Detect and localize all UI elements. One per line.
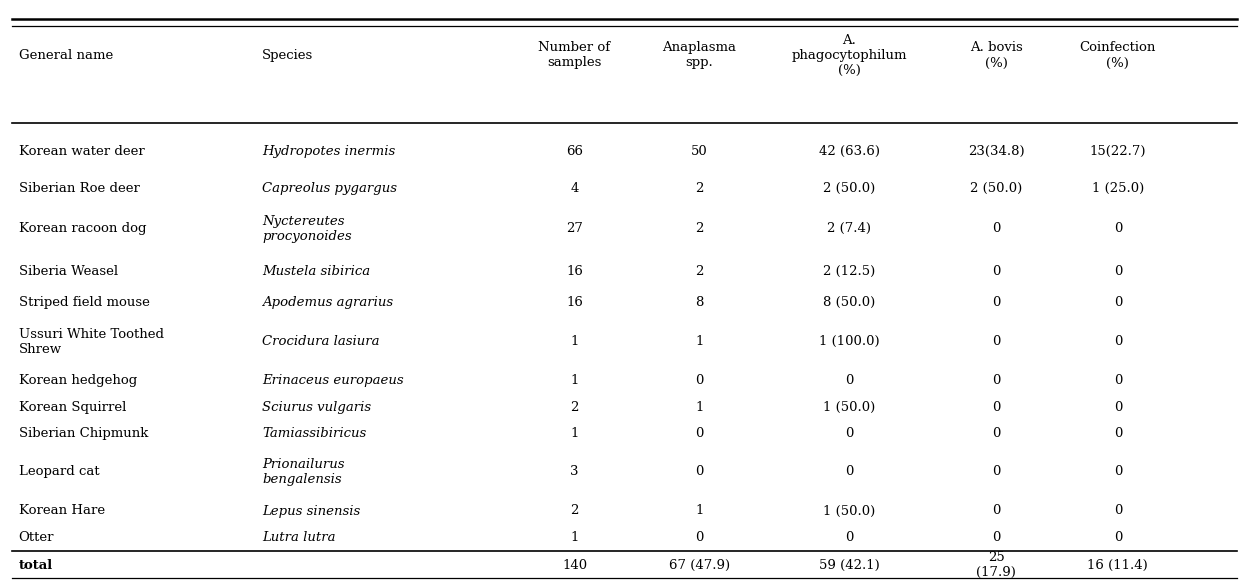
Text: 50: 50 — [691, 145, 708, 158]
Text: 0: 0 — [1114, 427, 1122, 440]
Text: 2 (7.4): 2 (7.4) — [827, 223, 872, 235]
Text: 16: 16 — [566, 296, 583, 309]
Text: 0: 0 — [992, 374, 1000, 387]
Text: Siberia Weasel: Siberia Weasel — [19, 265, 117, 278]
Text: Tamiassibiricus: Tamiassibiricus — [262, 427, 366, 440]
Text: 1 (50.0): 1 (50.0) — [823, 505, 876, 517]
Text: Prionailurus
bengalensis: Prionailurus bengalensis — [262, 458, 345, 486]
Text: Korean racoon dog: Korean racoon dog — [19, 223, 146, 235]
Text: 2: 2 — [696, 182, 703, 194]
Text: 2: 2 — [696, 223, 703, 235]
Text: A. bovis
(%): A. bovis (%) — [969, 41, 1023, 69]
Text: Lutra lutra: Lutra lutra — [262, 531, 336, 544]
Text: General name: General name — [19, 49, 112, 62]
Text: 0: 0 — [846, 531, 853, 544]
Text: 1 (25.0): 1 (25.0) — [1092, 182, 1144, 194]
Text: 0: 0 — [846, 465, 853, 478]
Text: 59 (42.1): 59 (42.1) — [819, 559, 879, 572]
Text: Korean Squirrel: Korean Squirrel — [19, 401, 126, 414]
Text: 0: 0 — [992, 296, 1000, 309]
Text: Striped field mouse: Striped field mouse — [19, 296, 150, 309]
Text: 2: 2 — [571, 505, 578, 517]
Text: 0: 0 — [992, 465, 1000, 478]
Text: 0: 0 — [1114, 505, 1122, 517]
Text: Anaplasma
spp.: Anaplasma spp. — [662, 41, 737, 69]
Text: 140: 140 — [562, 559, 587, 572]
Text: Capreolus pygargus: Capreolus pygargus — [262, 182, 397, 194]
Text: Erinaceus europaeus: Erinaceus europaeus — [262, 374, 403, 387]
Text: 15(22.7): 15(22.7) — [1089, 145, 1147, 158]
Text: 0: 0 — [696, 465, 703, 478]
Text: 25
(17.9): 25 (17.9) — [977, 551, 1015, 579]
Text: Apodemus agrarius: Apodemus agrarius — [262, 296, 393, 309]
Text: Korean water deer: Korean water deer — [19, 145, 145, 158]
Text: Leopard cat: Leopard cat — [19, 465, 100, 478]
Text: 4: 4 — [571, 182, 578, 194]
Text: 0: 0 — [1114, 465, 1122, 478]
Text: Otter: Otter — [19, 531, 54, 544]
Text: 0: 0 — [992, 427, 1000, 440]
Text: 1 (50.0): 1 (50.0) — [823, 401, 876, 414]
Text: Hydropotes inermis: Hydropotes inermis — [262, 145, 396, 158]
Text: Lepus sinensis: Lepus sinensis — [262, 505, 361, 517]
Text: 0: 0 — [1114, 223, 1122, 235]
Text: 2 (12.5): 2 (12.5) — [823, 265, 876, 278]
Text: 0: 0 — [992, 531, 1000, 544]
Text: 8: 8 — [696, 296, 703, 309]
Text: Mustela sibirica: Mustela sibirica — [262, 265, 371, 278]
Text: 66: 66 — [566, 145, 583, 158]
Text: 23(34.8): 23(34.8) — [968, 145, 1024, 158]
Text: Siberian Roe deer: Siberian Roe deer — [19, 182, 140, 194]
Text: 2: 2 — [571, 401, 578, 414]
Text: 1: 1 — [696, 401, 703, 414]
Text: Coinfection
(%): Coinfection (%) — [1079, 41, 1157, 69]
Text: 0: 0 — [1114, 335, 1122, 348]
Text: A.
phagocytophilum
(%): A. phagocytophilum (%) — [792, 34, 907, 77]
Text: Crocidura lasiura: Crocidura lasiura — [262, 335, 380, 348]
Text: 16: 16 — [566, 265, 583, 278]
Text: 2 (50.0): 2 (50.0) — [823, 182, 876, 194]
Text: 67 (47.9): 67 (47.9) — [669, 559, 729, 572]
Text: 0: 0 — [846, 374, 853, 387]
Text: 1: 1 — [571, 531, 578, 544]
Text: 1: 1 — [571, 335, 578, 348]
Text: 0: 0 — [1114, 531, 1122, 544]
Text: 0: 0 — [696, 531, 703, 544]
Text: 0: 0 — [992, 335, 1000, 348]
Text: Korean hedgehog: Korean hedgehog — [19, 374, 137, 387]
Text: 8 (50.0): 8 (50.0) — [823, 296, 876, 309]
Text: Korean Hare: Korean Hare — [19, 505, 105, 517]
Text: 1 (100.0): 1 (100.0) — [819, 335, 879, 348]
Text: Nyctereutes
procyonoides: Nyctereutes procyonoides — [262, 215, 352, 243]
Text: 2 (50.0): 2 (50.0) — [970, 182, 1022, 194]
Text: Number of
samples: Number of samples — [538, 41, 611, 69]
Text: 0: 0 — [992, 265, 1000, 278]
Text: 0: 0 — [696, 427, 703, 440]
Text: 16 (11.4): 16 (11.4) — [1088, 559, 1148, 572]
Text: 42 (63.6): 42 (63.6) — [819, 145, 879, 158]
Text: 0: 0 — [1114, 265, 1122, 278]
Text: 2: 2 — [696, 265, 703, 278]
Text: 1: 1 — [696, 335, 703, 348]
Text: 1: 1 — [571, 427, 578, 440]
Text: 1: 1 — [571, 374, 578, 387]
Text: 0: 0 — [696, 374, 703, 387]
Text: 0: 0 — [992, 401, 1000, 414]
Text: 0: 0 — [1114, 401, 1122, 414]
Text: Sciurus vulgaris: Sciurus vulgaris — [262, 401, 371, 414]
Text: total: total — [19, 559, 52, 572]
Text: Siberian Chipmunk: Siberian Chipmunk — [19, 427, 149, 440]
Text: Species: Species — [262, 49, 313, 62]
Text: 1: 1 — [696, 505, 703, 517]
Text: Ussuri White Toothed
Shrew: Ussuri White Toothed Shrew — [19, 328, 164, 356]
Text: 0: 0 — [1114, 296, 1122, 309]
Text: 27: 27 — [566, 223, 583, 235]
Text: 0: 0 — [992, 505, 1000, 517]
Text: 0: 0 — [1114, 374, 1122, 387]
Text: 3: 3 — [571, 465, 578, 478]
Text: 0: 0 — [992, 223, 1000, 235]
Text: 0: 0 — [846, 427, 853, 440]
